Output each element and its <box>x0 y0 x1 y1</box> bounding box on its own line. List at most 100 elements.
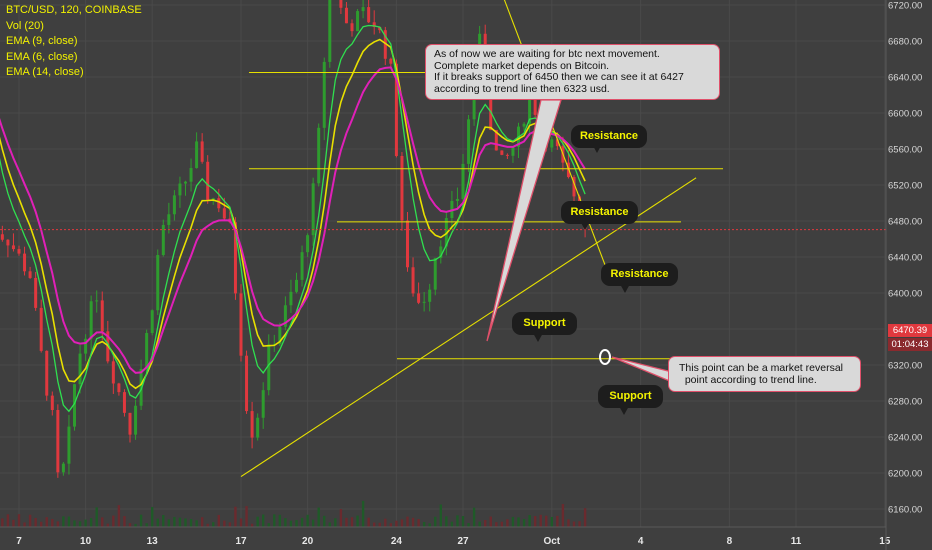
candle-body <box>311 183 315 236</box>
volume-bar <box>361 500 365 527</box>
candle-body <box>189 168 193 182</box>
candle-body <box>172 195 176 215</box>
candle-body <box>350 23 354 32</box>
volume-bars <box>1 500 587 527</box>
y-tick-label: 6160.00 <box>888 505 922 516</box>
candle-body <box>367 7 371 23</box>
volume-bar <box>373 522 376 527</box>
volume-bar <box>128 523 132 527</box>
resistance-bubble[interactable]: Resistance <box>561 201 638 224</box>
candle-body <box>117 383 121 393</box>
volume-bar <box>73 520 76 527</box>
volume-bar <box>317 507 320 527</box>
candle-body <box>322 61 326 128</box>
legend-vol: Vol (20) <box>6 19 44 32</box>
x-tick-label: 7 <box>16 536 22 547</box>
y-tick-label: 6640.00 <box>888 73 922 84</box>
candle-body <box>56 409 60 473</box>
volume-bar <box>289 520 293 527</box>
candle-body <box>494 130 498 151</box>
candle-body <box>300 252 304 280</box>
volume-bar <box>17 514 21 527</box>
candle-body <box>267 344 271 391</box>
candle-body <box>361 7 365 12</box>
bubble-tail <box>620 284 630 293</box>
candle-body <box>167 214 171 225</box>
countdown-tag: 01:04:43 <box>888 338 932 351</box>
volume-bar <box>556 515 559 527</box>
candle-body <box>339 0 343 8</box>
volume-bar <box>311 519 315 527</box>
volume-bar <box>106 523 109 527</box>
volume-bar <box>262 514 265 527</box>
volume-bar <box>139 514 143 527</box>
candle-body <box>84 338 88 354</box>
volume-bar <box>384 518 387 527</box>
volume-bar <box>400 519 404 527</box>
candle-body <box>195 141 199 169</box>
x-tick-label: 8 <box>727 536 733 547</box>
candle-body <box>261 390 265 418</box>
volume-bar <box>223 520 226 527</box>
volume-bar <box>345 517 348 527</box>
x-tick-label: 15 <box>879 536 891 547</box>
y-tick-label: 6600.00 <box>888 109 922 120</box>
candle-body <box>34 277 38 308</box>
candle-body <box>23 253 27 272</box>
candle-body <box>489 82 493 131</box>
candle-body <box>455 198 459 201</box>
volume-bar <box>506 519 509 527</box>
candle-body <box>222 208 226 219</box>
candle-body <box>389 58 393 64</box>
candle-body <box>511 146 515 156</box>
volume-bar <box>112 515 115 527</box>
volume-bar <box>334 518 337 527</box>
candle-body <box>233 222 237 294</box>
candle-body <box>206 161 210 200</box>
volume-bar <box>62 516 65 527</box>
volume-bar <box>378 522 381 527</box>
volume-bar <box>178 517 182 527</box>
candle-body <box>439 246 443 258</box>
candle-body <box>411 267 415 294</box>
analysis-note[interactable]: As of now we are waiting for btc next mo… <box>425 44 720 100</box>
volume-bar <box>23 522 26 527</box>
volume-bar <box>184 518 187 527</box>
support-bubble[interactable]: Support <box>512 312 577 335</box>
ema-lines <box>0 24 586 413</box>
ema-line-9 <box>0 38 586 390</box>
candle-body <box>122 392 126 413</box>
resistance-bubble[interactable]: Resistance <box>601 263 678 286</box>
reversal-note[interactable]: This point can be a market reversal poin… <box>668 356 861 392</box>
volume-bar <box>212 522 215 527</box>
candle-body <box>400 155 404 221</box>
candle-body <box>372 22 376 27</box>
volume-bar <box>539 514 542 527</box>
candle-body <box>128 412 132 435</box>
candle-body <box>184 181 187 184</box>
candle-body <box>250 411 254 438</box>
reversal-pointer <box>611 356 673 383</box>
reversal-point-marker <box>599 349 611 365</box>
volume-bar <box>156 518 159 527</box>
support-bubble[interactable]: Support <box>598 385 663 408</box>
volume-bar <box>445 516 448 527</box>
volume-bar <box>550 516 553 527</box>
volume-bar <box>545 515 548 527</box>
candle-body <box>61 463 65 473</box>
volume-bar <box>517 517 520 527</box>
volume-bar <box>151 506 154 527</box>
candle-body <box>89 301 93 339</box>
volume-bar <box>284 518 287 527</box>
volume-bar <box>456 515 459 527</box>
candle-body <box>134 405 138 435</box>
resistance-bubble[interactable]: Resistance <box>571 125 647 148</box>
volume-bar <box>245 506 248 527</box>
volume-bar <box>145 523 148 527</box>
candle-body <box>11 245 15 250</box>
candle-body <box>150 310 154 333</box>
volume-bar <box>134 523 137 527</box>
volume-bar <box>434 516 437 527</box>
volume-bar <box>167 519 171 527</box>
volume-bar <box>195 520 198 527</box>
